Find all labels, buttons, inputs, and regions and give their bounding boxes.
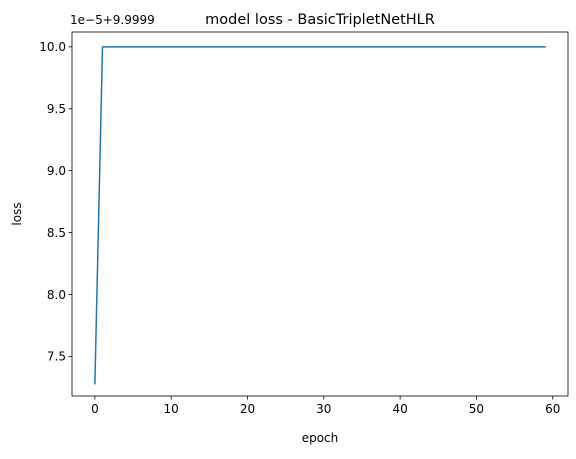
x-axis-label: epoch: [302, 431, 339, 445]
y-tick-label-2: 8.5: [47, 226, 66, 240]
y-tick-label-4: 9.5: [47, 102, 66, 116]
y-tick-label-3: 9.0: [47, 164, 66, 178]
x-tick-label-2: 20: [240, 402, 255, 416]
x-tick-label-4: 40: [392, 402, 407, 416]
x-tick-label-0: 0: [91, 402, 99, 416]
x-tick-label-3: 30: [316, 402, 331, 416]
axes-frame: [72, 32, 568, 396]
x-tick-label-1: 10: [164, 402, 179, 416]
x-tick-label-5: 50: [469, 402, 484, 416]
y-tick-label-5: 10.0: [39, 40, 66, 54]
x-tick-label-6: 60: [545, 402, 560, 416]
series-line-0: [95, 47, 545, 384]
y-offset-label: 1e−5+9.9999: [70, 13, 155, 27]
chart-title: model loss - BasicTripletNetHLR: [205, 12, 435, 28]
plot-area: 0 10 20 30 40 50 60 7.5 8.0 8.5 9.0 9.5 10.0: [39, 32, 568, 416]
y-tick-label-0: 7.5: [47, 350, 66, 364]
y-axis-label: loss: [10, 202, 24, 225]
y-tick-label-1: 8.0: [47, 288, 66, 302]
